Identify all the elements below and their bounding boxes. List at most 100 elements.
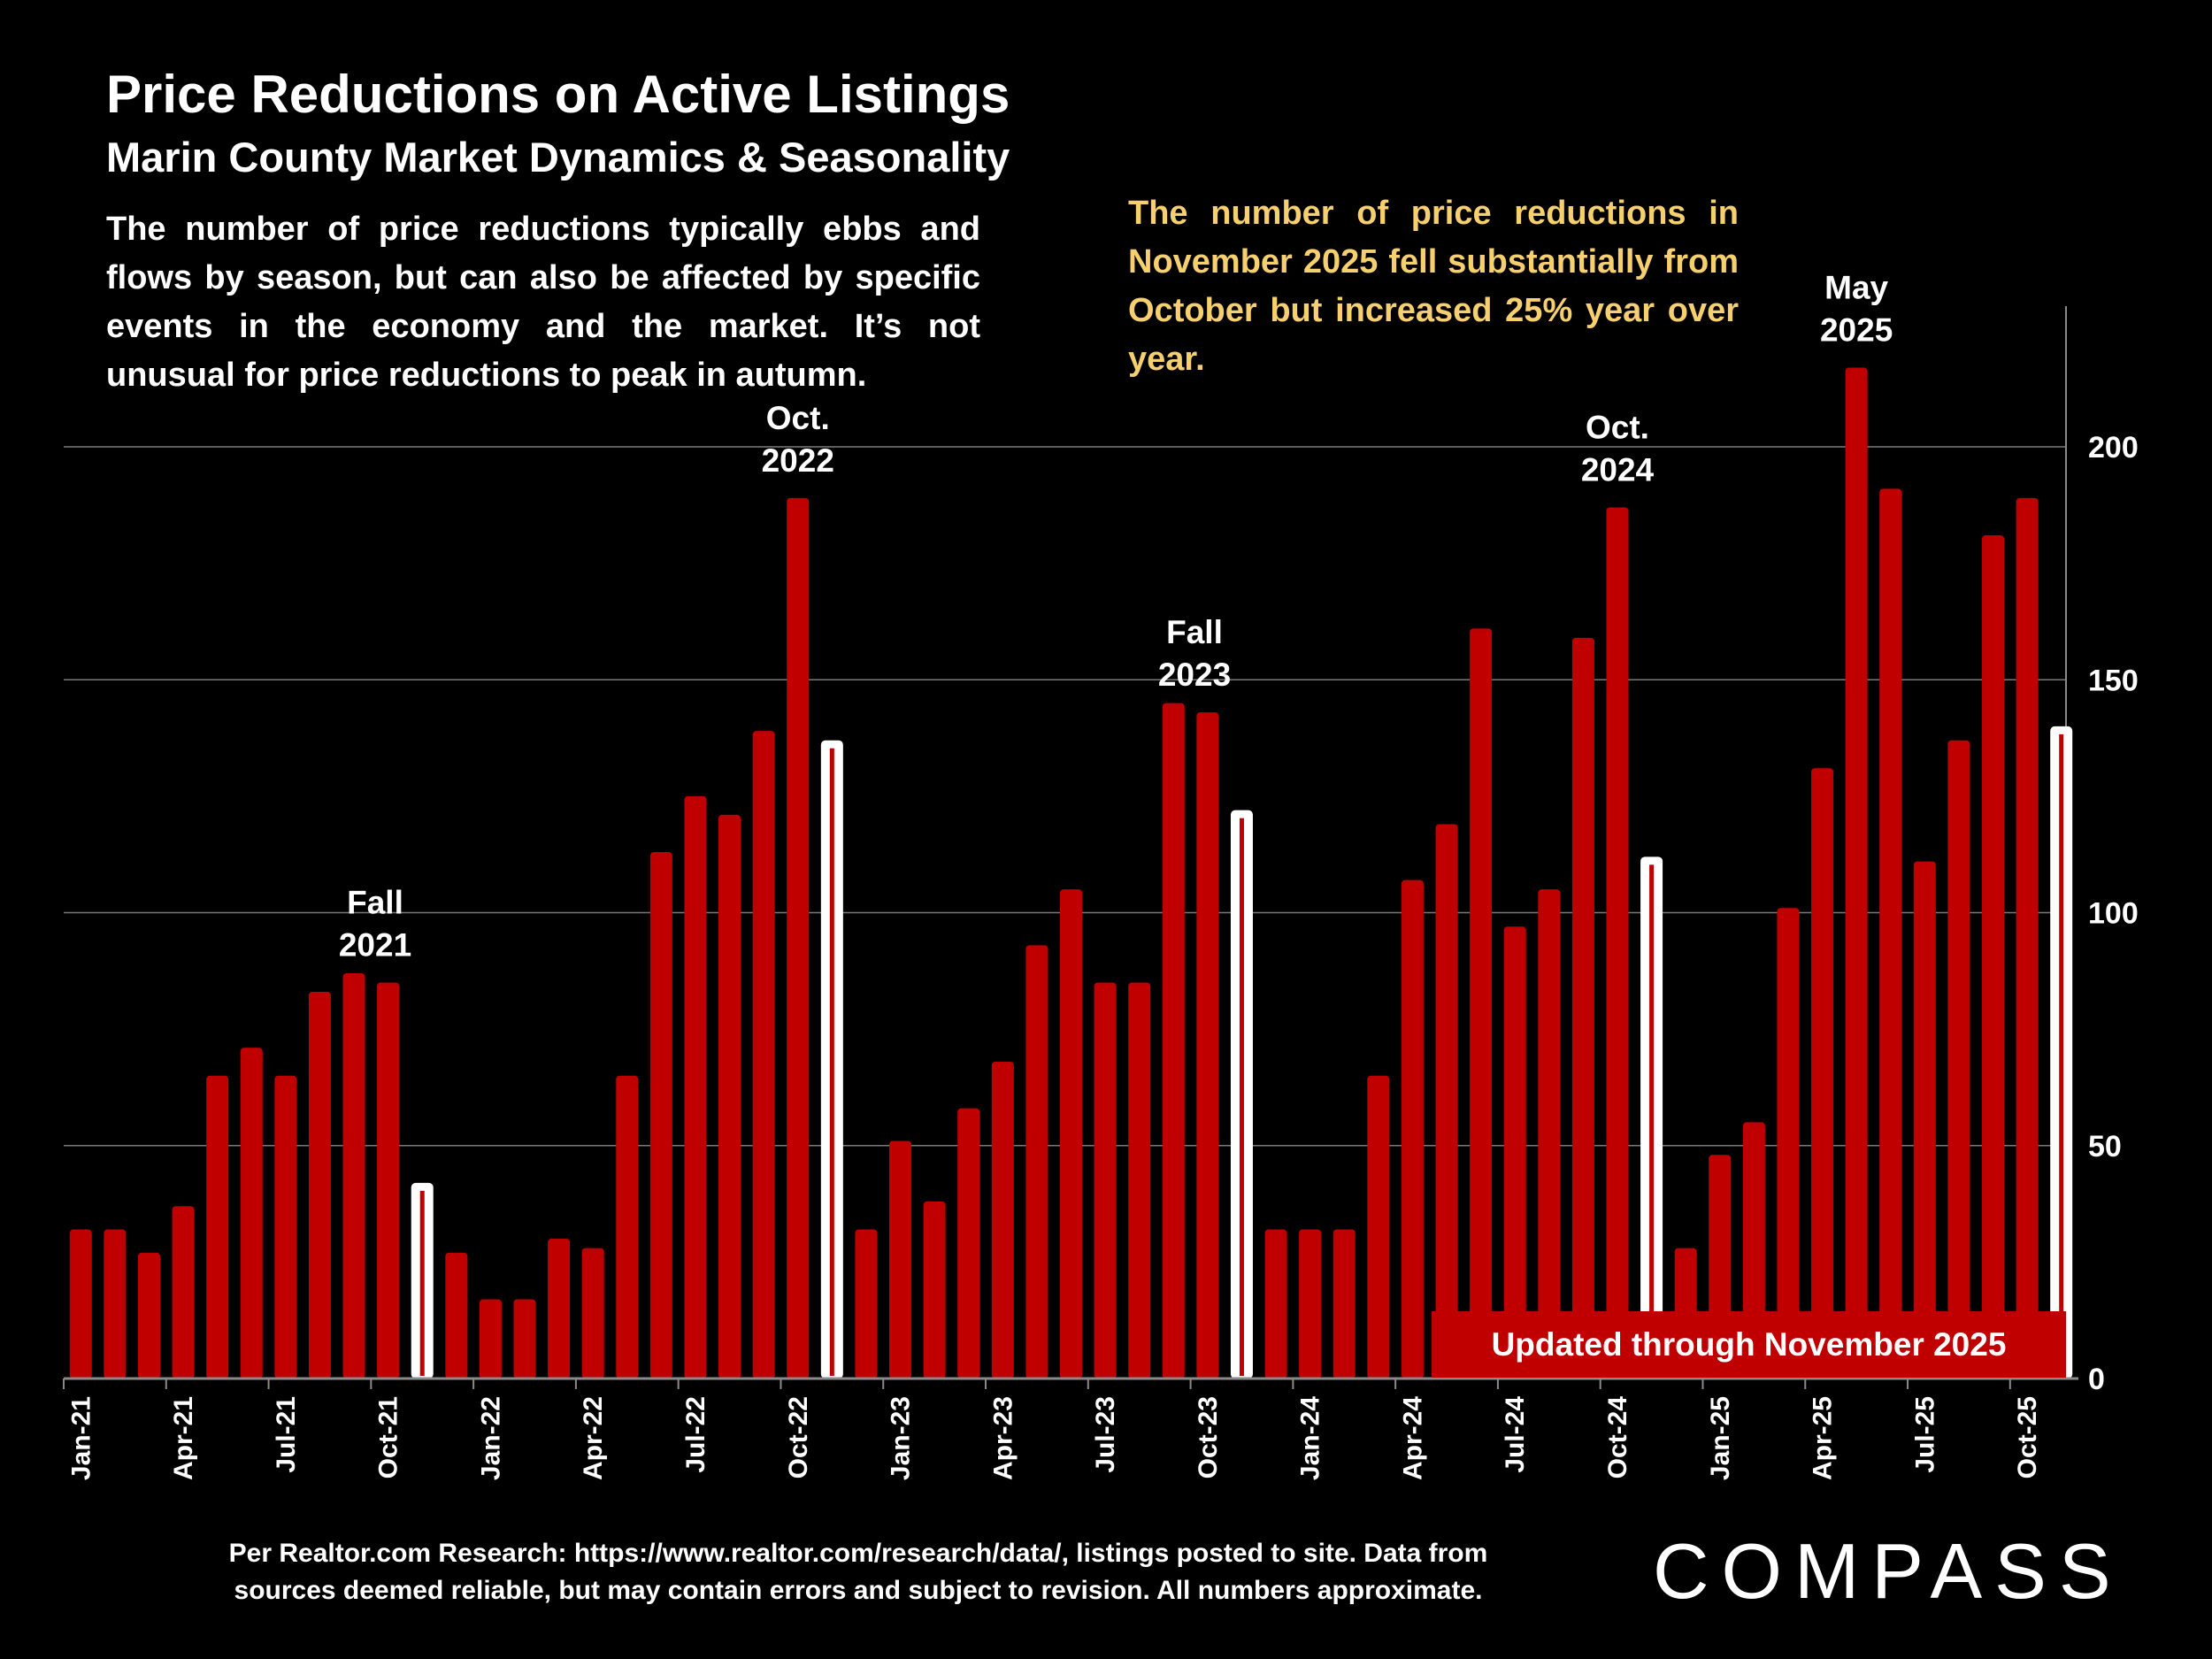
- footer-line-2: sources deemed reliable, but may contain…: [234, 1576, 1483, 1605]
- page-subtitle: Marin County Market Dynamics & Seasonali…: [106, 134, 1010, 180]
- bar: [616, 1075, 639, 1379]
- bar: [548, 1239, 571, 1379]
- bar-highlighted-inner: [2059, 733, 2064, 1376]
- annotation-label: 2023: [1158, 657, 1231, 693]
- x-tick-label: Oct-22: [784, 1396, 813, 1479]
- bar: [1094, 982, 1117, 1379]
- bar: [274, 1075, 297, 1379]
- x-tick-label: Jan-23: [887, 1396, 916, 1480]
- bar: [308, 992, 331, 1379]
- bar: [1128, 982, 1151, 1379]
- description-text: The number of price reductions typically…: [106, 211, 980, 394]
- bar: [1503, 926, 1526, 1379]
- bar: [1811, 768, 1834, 1379]
- bar: [957, 1108, 980, 1379]
- annotation-label: Oct.: [1586, 409, 1649, 445]
- x-tick-label: Jul-23: [1091, 1396, 1120, 1473]
- bar: [1879, 488, 1902, 1379]
- footer-line-1: Per Realtor.com Research: https://www.re…: [228, 1539, 1488, 1568]
- bar: [445, 1252, 468, 1379]
- x-tick-label: Jul-25: [1910, 1396, 1939, 1473]
- bar: [1025, 945, 1048, 1379]
- y-tick-label: 200: [2088, 431, 2139, 465]
- bar: [1777, 908, 1800, 1379]
- x-tick-label: Oct-24: [1603, 1396, 1632, 1479]
- x-tick-label: Apr-25: [1809, 1396, 1838, 1480]
- bar: [104, 1229, 127, 1379]
- bar: [1264, 1229, 1287, 1379]
- y-tick-label: 0: [2088, 1363, 2105, 1396]
- source-footer: Per Realtor.com Research: https://www.re…: [142, 1535, 1575, 1609]
- bar-highlighted-inner: [1239, 818, 1244, 1376]
- bar-highlighted-inner: [1649, 864, 1655, 1376]
- x-tick-label: Jul-22: [681, 1396, 710, 1473]
- annotation-label: 2024: [1581, 451, 1655, 488]
- bar: [1845, 367, 1868, 1379]
- bar: [991, 1061, 1014, 1379]
- bar: [889, 1141, 912, 1379]
- y-tick-label: 50: [2088, 1130, 2122, 1164]
- bar: [342, 972, 365, 1379]
- bar: [1435, 824, 1458, 1379]
- annotation-label: Oct.: [766, 400, 830, 436]
- bar: [1299, 1229, 1322, 1379]
- bar: [206, 1075, 229, 1379]
- bar: [137, 1252, 160, 1379]
- bar: [1538, 889, 1561, 1379]
- bar: [172, 1206, 195, 1379]
- bar: [923, 1201, 946, 1379]
- bar: [581, 1248, 604, 1379]
- x-tick-label: Oct-25: [2013, 1396, 2042, 1479]
- y-tick-label: 100: [2088, 897, 2139, 931]
- annotation-label: May: [1824, 269, 1888, 305]
- bar: [1571, 637, 1594, 1379]
- bar: [479, 1299, 502, 1379]
- updated-badge: Updated through November 2025: [1432, 1311, 2066, 1378]
- x-tick-label: Jan-24: [1296, 1396, 1325, 1480]
- annotation-label: 2021: [339, 926, 411, 963]
- bar: [1162, 703, 1185, 1379]
- bar: [513, 1299, 536, 1379]
- x-tick-label: Jan-21: [66, 1396, 96, 1480]
- x-tick-label: Oct-21: [374, 1396, 403, 1479]
- bar: [1913, 861, 1936, 1379]
- annotation-label: Fall: [347, 884, 403, 920]
- bar: [1196, 712, 1219, 1379]
- y-tick-label: 150: [2088, 664, 2139, 697]
- bar: [2016, 497, 2039, 1379]
- annotation-label: Fall: [1166, 614, 1223, 650]
- x-tick-label: Jan-22: [476, 1396, 505, 1480]
- x-tick-label: Apr-21: [169, 1396, 198, 1480]
- x-tick-label: Jul-21: [272, 1396, 301, 1473]
- x-tick-label: Jan-25: [1706, 1396, 1735, 1480]
- bar: [684, 795, 707, 1379]
- annotation-label: 2022: [762, 442, 834, 479]
- x-tick-label: Apr-22: [579, 1396, 608, 1480]
- bar: [1333, 1229, 1356, 1379]
- bar: [377, 982, 400, 1379]
- annotation-label: 2025: [1820, 311, 1893, 348]
- bar: [1367, 1075, 1390, 1379]
- x-tick-label: Jul-24: [1501, 1396, 1530, 1473]
- bar: [718, 814, 741, 1379]
- bar: [1470, 628, 1493, 1379]
- bar: [240, 1048, 263, 1379]
- bar: [855, 1229, 878, 1379]
- bar-highlighted-inner: [829, 748, 834, 1376]
- x-tick-label: Apr-24: [1398, 1396, 1427, 1480]
- bar: [1606, 507, 1629, 1379]
- bar: [1060, 889, 1082, 1379]
- page-title: Price Reductions on Active Listings: [106, 65, 1010, 124]
- bar-highlighted-inner: [419, 1190, 425, 1376]
- x-tick-label: Oct-23: [1194, 1396, 1223, 1479]
- bar: [69, 1229, 92, 1379]
- callout-text: The number of price reductions in Novemb…: [1128, 195, 1739, 378]
- bar: [1401, 879, 1424, 1379]
- x-tick-label: Apr-23: [988, 1396, 1018, 1480]
- bar: [1982, 535, 2005, 1379]
- bar: [1947, 740, 1970, 1379]
- bar: [752, 731, 775, 1379]
- compass-logo: COMPASS: [1653, 1527, 2124, 1615]
- bar: [649, 852, 672, 1379]
- bar: [787, 497, 810, 1379]
